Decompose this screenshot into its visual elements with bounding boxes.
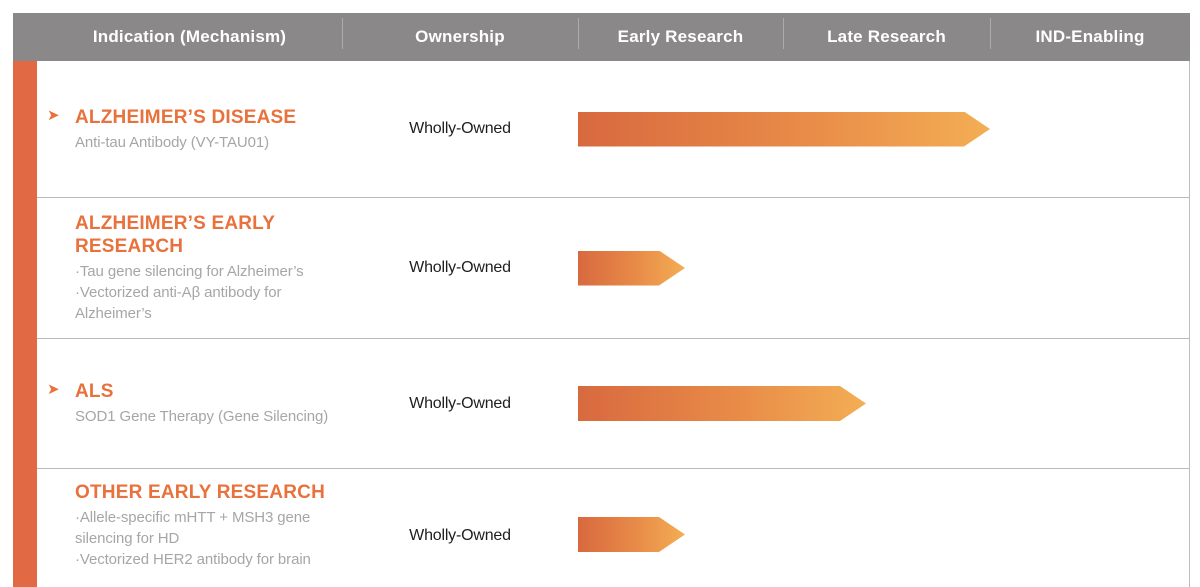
column-header-ind-enabling: IND-Enabling [1035, 27, 1145, 46]
program-mechanism: ·Vectorized HER2 antibody for brain [75, 551, 311, 568]
program-mechanism: Anti-tau Antibody (VY-TAU01) [75, 133, 269, 151]
indication-cell: OTHER EARLY RESEARCH ·Allele-specific mH… [37, 481, 342, 570]
pipeline-row-als: ➤ ALS SOD1 Gene Therapy (Gene Silencing)… [37, 338, 1189, 468]
program-mechanism: ·Vectorized anti-Aβ antibody for Alzheim… [75, 284, 282, 322]
stage-progress-cell [578, 469, 1189, 552]
stage-progress-arrow [578, 517, 685, 552]
stage-progress-cell [578, 386, 1189, 421]
indication-cell: ➤ ALZHEIMER’S DISEASE Anti-tau Antibody … [37, 106, 342, 153]
ownership-cell: Wholly-Owned [409, 394, 511, 412]
column-header-ownership: Ownership [415, 27, 505, 46]
stage-progress-cell [578, 112, 1189, 147]
program-title: OTHER EARLY RESEARCH [75, 482, 325, 503]
header-divider [783, 18, 784, 49]
pipeline-row-alzheimers-disease: ➤ ALZHEIMER’S DISEASE Anti-tau Antibody … [37, 61, 1189, 197]
indication-cell: ALZHEIMER’S EARLY RESEARCH ·Tau gene sil… [37, 212, 342, 324]
program-mechanism: ·Tau gene silencing for Alzheimer’s [75, 263, 304, 280]
pipeline-rows: ➤ ALZHEIMER’S DISEASE Anti-tau Antibody … [37, 61, 1190, 587]
stage-progress-cell [578, 251, 1189, 286]
header-divider [342, 18, 343, 49]
stage-progress-arrow [578, 112, 990, 147]
ownership-cell: Wholly-Owned [409, 120, 511, 137]
indication-cell: ➤ ALS SOD1 Gene Therapy (Gene Silencing) [37, 380, 342, 427]
ownership-cell: Wholly-Owned [409, 527, 511, 544]
table-header: Indication (Mechanism) Ownership Early R… [13, 13, 1190, 61]
program-title: ALZHEIMER’S DISEASE [75, 106, 297, 128]
program-mechanism: ·Allele-specific mHTT + MSH3 gene silenc… [75, 509, 311, 547]
program-marker-icon: ➤ [47, 105, 60, 124]
header-divider [990, 18, 991, 49]
program-title: ALZHEIMER’S EARLY RESEARCH [75, 213, 275, 257]
ownership-cell: Wholly-Owned [409, 259, 511, 276]
column-header-late-research: Late Research [827, 27, 946, 46]
program-title: ALS [75, 381, 114, 402]
program-marker-icon: ➤ [47, 380, 60, 398]
left-accent-bar [13, 61, 37, 587]
stage-progress-arrow [578, 251, 685, 286]
header-divider [578, 18, 579, 49]
pipeline-row-alzheimers-early-research: ALZHEIMER’S EARLY RESEARCH ·Tau gene sil… [37, 197, 1189, 338]
column-header-early-research: Early Research [617, 27, 744, 46]
column-header-indication: Indication (Mechanism) [92, 27, 287, 46]
stage-progress-arrow [578, 386, 866, 421]
program-mechanism: SOD1 Gene Therapy (Gene Silencing) [75, 408, 329, 425]
pipeline-row-other-early-research: OTHER EARLY RESEARCH ·Allele-specific mH… [37, 468, 1189, 587]
